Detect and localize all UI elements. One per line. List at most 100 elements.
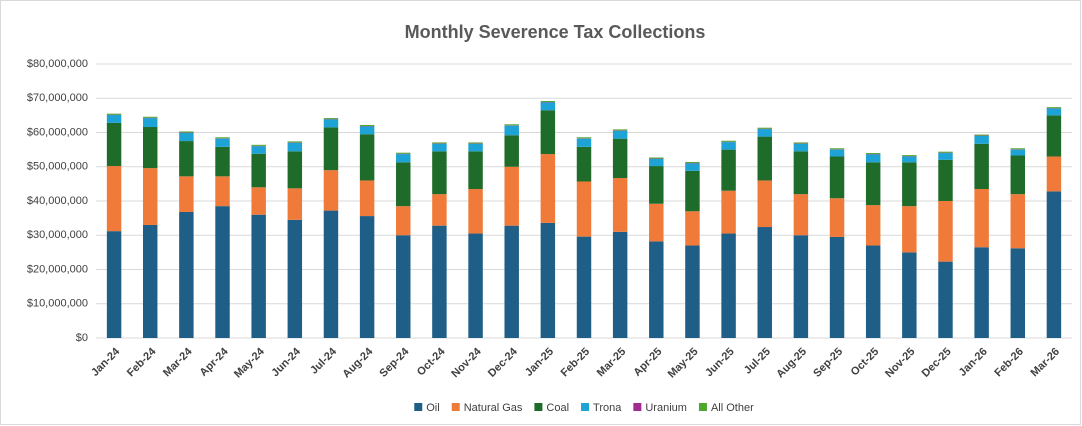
bar-segment — [359, 124, 375, 126]
bar-segment — [432, 143, 447, 152]
bar-segment — [287, 141, 303, 143]
bar-segment — [685, 170, 700, 212]
legend-label: Coal — [546, 402, 569, 414]
bar-segment — [685, 161, 700, 163]
legend-label: Trona — [593, 402, 622, 414]
bar-segment — [468, 233, 483, 338]
bar-segment — [251, 153, 266, 188]
chart-title: Monthly Severence Tax Collections — [405, 22, 706, 42]
bar-segment — [251, 214, 266, 338]
bar-segment — [938, 201, 953, 262]
bar-segment — [179, 132, 194, 142]
bar-segment — [359, 134, 375, 181]
bar-segment — [974, 143, 989, 190]
bar-segment — [251, 144, 266, 146]
bar-segment — [179, 141, 194, 177]
bar-segment — [106, 113, 122, 115]
legend-label: All Other — [711, 402, 754, 414]
bar-segment — [757, 129, 772, 137]
bar-segment — [504, 166, 519, 226]
bar-segment — [1010, 149, 1026, 156]
bar-segment — [974, 247, 989, 338]
legend-swatch — [451, 403, 460, 411]
bar-segment — [323, 127, 339, 171]
bar-segment — [1010, 148, 1026, 150]
bar-segment — [685, 163, 700, 171]
bar-segment — [359, 126, 375, 135]
y-tick-label: $80,000,000 — [27, 58, 88, 70]
bar-segment — [468, 142, 483, 144]
bar-segment — [396, 235, 411, 338]
bar-segment — [612, 231, 628, 338]
bar-segment — [215, 146, 230, 177]
bar-segment — [938, 261, 953, 338]
bar-segment — [396, 152, 411, 154]
bar-segment — [215, 206, 230, 338]
bar-segment — [323, 210, 339, 338]
y-tick-label: $10,000,000 — [27, 298, 88, 310]
bar-segment — [649, 241, 664, 338]
bar-segment — [793, 235, 809, 338]
bar-segment — [142, 127, 158, 169]
bar-segment — [612, 178, 628, 232]
bar-segment — [721, 149, 736, 191]
bar-segment — [396, 206, 411, 236]
bar-segment — [685, 211, 700, 246]
bar-segment — [432, 142, 447, 144]
bar-segment — [902, 206, 917, 253]
bar-segment — [865, 162, 881, 206]
bar-segment — [396, 154, 411, 163]
bar-segment — [106, 115, 122, 123]
y-tick-label: $0 — [76, 332, 88, 344]
bar-segment — [829, 198, 845, 237]
y-tick-label: $60,000,000 — [27, 126, 88, 138]
bar-segment — [902, 155, 917, 157]
bar-segment — [251, 146, 266, 154]
bar-segment — [432, 225, 447, 338]
bar-segment — [757, 227, 772, 338]
bar-segment — [142, 116, 158, 118]
bar-segment — [649, 157, 664, 159]
legend-label: Uranium — [645, 402, 687, 414]
bar-segment — [215, 176, 230, 207]
bar-segment — [1046, 115, 1062, 157]
bar-segment — [251, 187, 266, 215]
bar-segment — [721, 233, 736, 338]
bar-segment — [106, 166, 122, 232]
bar-segment — [504, 124, 519, 126]
bar-segment — [612, 130, 628, 139]
bar-segment — [576, 146, 592, 182]
legend-label: Oil — [426, 402, 439, 414]
bar-segment — [902, 252, 917, 338]
bar-segment — [576, 137, 592, 139]
y-tick-label: $50,000,000 — [27, 161, 88, 173]
bar-segment — [179, 176, 194, 212]
bar-segment — [612, 129, 628, 131]
bar-segment — [359, 180, 375, 217]
bar-segment — [793, 143, 809, 152]
bar-segment — [902, 162, 917, 207]
bar-segment — [865, 153, 881, 155]
bar-segment — [432, 194, 447, 226]
bar-segment — [396, 162, 411, 207]
bar-segment — [829, 149, 845, 157]
bar-segment — [106, 231, 122, 338]
bar-segment — [1046, 107, 1062, 109]
bar-segment — [612, 138, 628, 179]
bar-segment — [359, 216, 375, 338]
bar-segment — [142, 224, 158, 338]
bar-segment — [974, 189, 989, 248]
bar-segment — [540, 222, 556, 338]
bar-segment — [468, 143, 483, 152]
bar-segment — [829, 148, 845, 150]
bar-segment — [468, 189, 483, 234]
bar-segment — [649, 203, 664, 242]
y-tick-label: $40,000,000 — [27, 195, 88, 207]
bar-segment — [142, 168, 158, 225]
bar-segment — [1046, 156, 1062, 192]
bar-segment — [902, 156, 917, 163]
bar-segment — [649, 158, 664, 167]
bar-segment — [576, 181, 592, 237]
bar-segment — [504, 125, 519, 136]
